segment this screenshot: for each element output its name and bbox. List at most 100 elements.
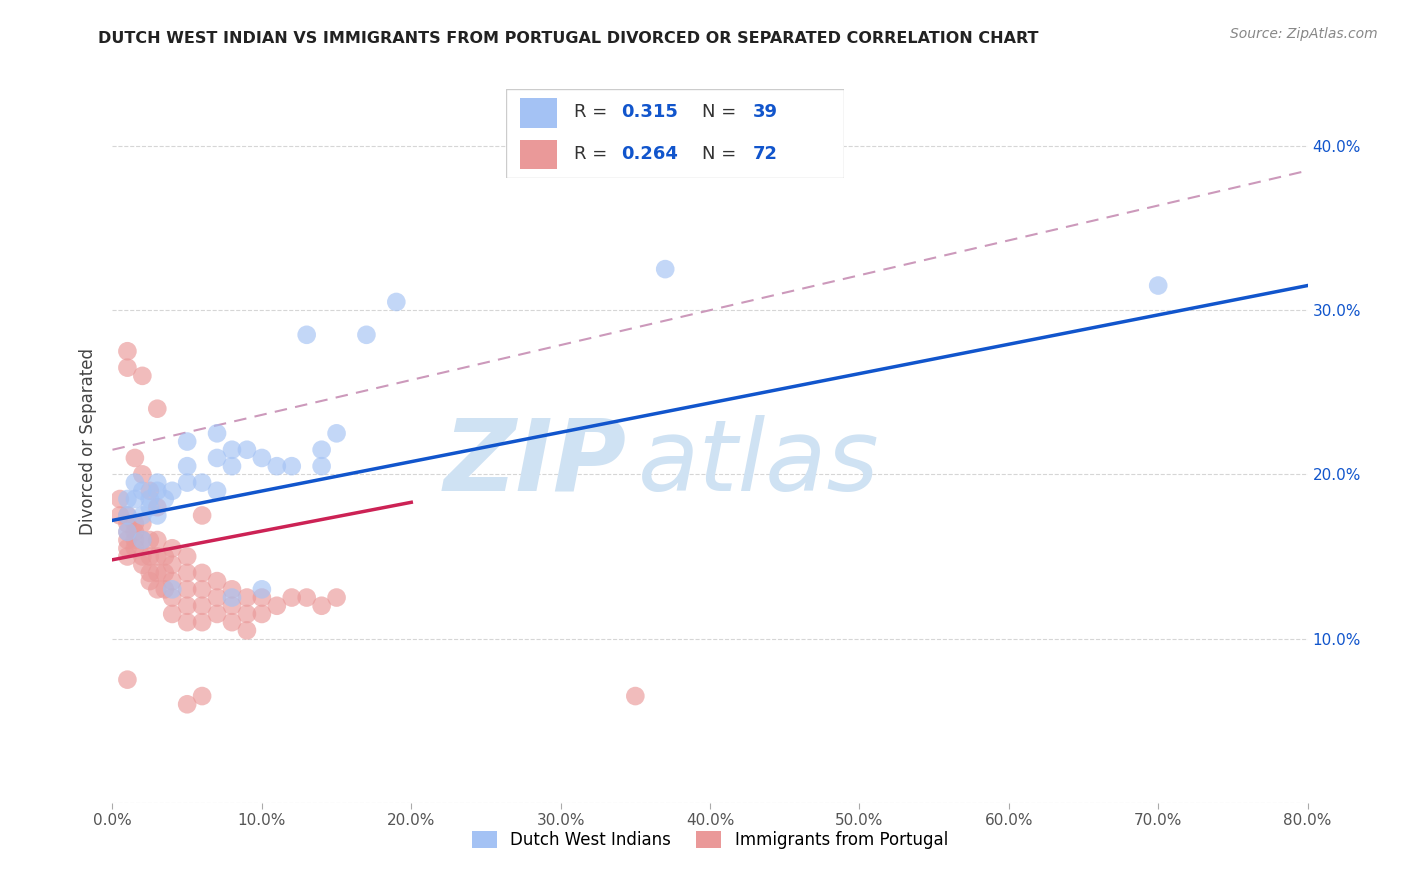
Point bbox=[295, 327, 318, 342]
Point bbox=[176, 566, 198, 580]
Point bbox=[139, 574, 162, 588]
Point bbox=[117, 673, 139, 687]
Text: DUTCH WEST INDIAN VS IMMIGRANTS FROM PORTUGAL DIVORCED OR SEPARATED CORRELATION : DUTCH WEST INDIAN VS IMMIGRANTS FROM POR… bbox=[98, 31, 1039, 46]
Point bbox=[124, 491, 146, 506]
Point bbox=[117, 508, 139, 523]
Point bbox=[281, 591, 304, 605]
Text: R =: R = bbox=[574, 145, 613, 163]
Text: Source: ZipAtlas.com: Source: ZipAtlas.com bbox=[1230, 27, 1378, 41]
Point bbox=[205, 426, 228, 441]
Point bbox=[139, 483, 162, 498]
Point bbox=[266, 459, 288, 474]
Point bbox=[221, 599, 243, 613]
Point bbox=[205, 607, 228, 621]
Point bbox=[131, 549, 153, 564]
Point bbox=[162, 483, 183, 498]
Point bbox=[176, 599, 198, 613]
Bar bbox=[520, 140, 557, 169]
Point bbox=[139, 566, 162, 580]
Point bbox=[124, 450, 146, 465]
Point bbox=[117, 524, 139, 539]
Point bbox=[325, 591, 347, 605]
Text: 0.315: 0.315 bbox=[621, 103, 678, 121]
Text: ZIP: ZIP bbox=[443, 415, 627, 512]
Point bbox=[108, 508, 131, 523]
Point bbox=[191, 475, 214, 490]
Point bbox=[124, 524, 146, 539]
Text: 0.264: 0.264 bbox=[621, 145, 678, 163]
Point bbox=[176, 475, 198, 490]
Point bbox=[117, 541, 139, 556]
Point bbox=[176, 434, 198, 449]
Point bbox=[162, 591, 183, 605]
Point bbox=[624, 689, 647, 703]
Point bbox=[356, 327, 378, 342]
Point bbox=[191, 599, 214, 613]
Point bbox=[221, 582, 243, 597]
Point bbox=[236, 624, 259, 638]
Point bbox=[117, 344, 139, 359]
Point bbox=[131, 533, 153, 547]
Point bbox=[176, 549, 198, 564]
Point bbox=[191, 582, 214, 597]
Point bbox=[250, 607, 273, 621]
Point bbox=[250, 450, 273, 465]
Point bbox=[131, 508, 153, 523]
Point bbox=[117, 524, 139, 539]
Point bbox=[117, 491, 139, 506]
Point bbox=[153, 491, 176, 506]
Point bbox=[139, 549, 162, 564]
Point bbox=[191, 689, 214, 703]
Point bbox=[385, 295, 408, 310]
Point bbox=[139, 500, 162, 515]
Point bbox=[311, 442, 333, 457]
Point bbox=[139, 533, 162, 547]
Point bbox=[221, 591, 243, 605]
Point bbox=[131, 533, 153, 547]
Point bbox=[117, 360, 139, 375]
Point bbox=[124, 541, 146, 556]
Point bbox=[176, 459, 198, 474]
Point bbox=[191, 615, 214, 630]
Point bbox=[176, 582, 198, 597]
Point bbox=[162, 574, 183, 588]
Text: 39: 39 bbox=[752, 103, 778, 121]
Point bbox=[124, 516, 146, 531]
Legend: Dutch West Indians, Immigrants from Portugal: Dutch West Indians, Immigrants from Port… bbox=[465, 824, 955, 856]
Point bbox=[250, 591, 273, 605]
Point bbox=[117, 508, 139, 523]
Point bbox=[221, 442, 243, 457]
Y-axis label: Divorced or Separated: Divorced or Separated bbox=[79, 348, 97, 535]
Point bbox=[236, 591, 259, 605]
Point bbox=[117, 549, 139, 564]
Point bbox=[139, 491, 162, 506]
Point bbox=[131, 558, 153, 572]
Point bbox=[221, 615, 243, 630]
Point bbox=[162, 558, 183, 572]
Point bbox=[162, 582, 183, 597]
Point bbox=[153, 566, 176, 580]
Point bbox=[146, 508, 169, 523]
Point bbox=[236, 607, 259, 621]
Point bbox=[146, 533, 169, 547]
Point bbox=[205, 483, 228, 498]
Point bbox=[176, 698, 198, 712]
Point bbox=[236, 442, 259, 457]
Text: R =: R = bbox=[574, 103, 613, 121]
Point bbox=[191, 566, 214, 580]
Point bbox=[124, 475, 146, 490]
Point bbox=[146, 582, 169, 597]
Point bbox=[654, 262, 676, 277]
Point bbox=[146, 549, 169, 564]
Point bbox=[117, 533, 139, 547]
Bar bbox=[520, 98, 557, 128]
Point bbox=[176, 615, 198, 630]
Text: N =: N = bbox=[702, 145, 742, 163]
Point bbox=[146, 566, 169, 580]
Point bbox=[266, 599, 288, 613]
Point bbox=[1147, 278, 1170, 293]
Point bbox=[146, 401, 169, 416]
Point bbox=[221, 459, 243, 474]
Text: atlas: atlas bbox=[638, 415, 880, 512]
Point bbox=[281, 459, 304, 474]
